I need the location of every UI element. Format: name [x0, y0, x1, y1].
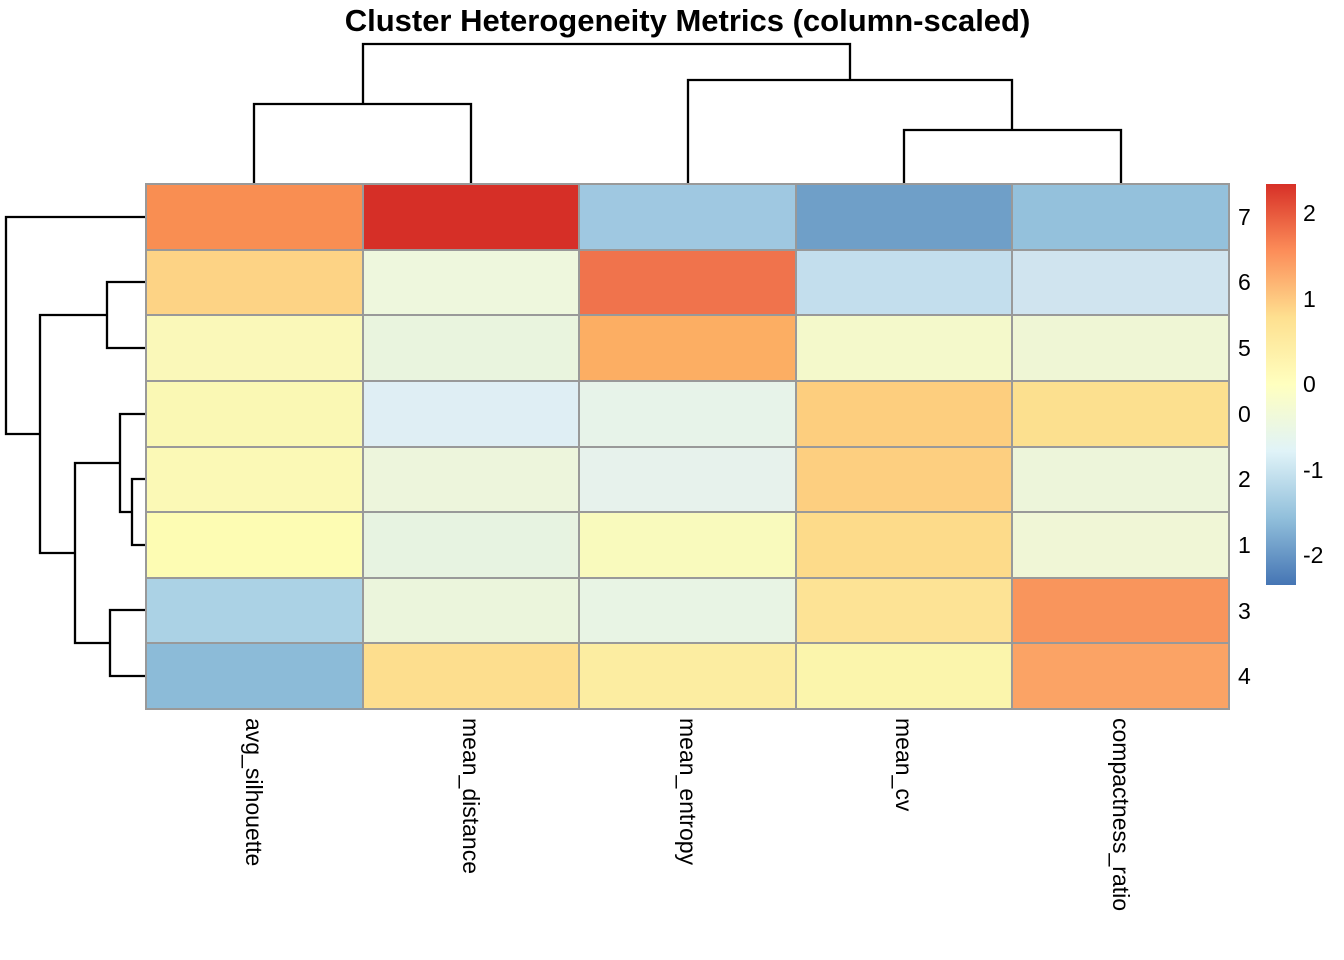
heatmap-cell [147, 644, 362, 708]
row-label: 2 [1238, 466, 1251, 493]
heatmap-cell [147, 250, 362, 315]
legend-tick-label: 2 [1303, 200, 1316, 226]
heatmap-cell [147, 381, 362, 446]
heatmap-cell [1013, 316, 1228, 380]
row-label: 7 [1238, 203, 1251, 230]
heatmap-cell [796, 513, 1012, 577]
heatmap-cell [363, 381, 579, 446]
heatmap-cell [580, 316, 795, 380]
heatmap-cell [363, 644, 579, 708]
legend-tick-label: -2 [1303, 542, 1324, 568]
heatmap-cell [580, 513, 795, 577]
column-label: avg_silhouette [241, 718, 268, 867]
heatmap-cell [147, 447, 362, 512]
column-label: mean_entropy [674, 718, 701, 866]
row-label: 4 [1238, 663, 1251, 690]
heatmap-cell [580, 578, 795, 643]
legend-tick-label: 0 [1303, 371, 1316, 397]
heatmap-cell [796, 578, 1012, 643]
heatmap-cell [1013, 185, 1228, 249]
heatmap-cell [1013, 578, 1228, 643]
heatmap-cell [147, 513, 362, 577]
row-label: 3 [1238, 597, 1251, 624]
heatmap-cell [363, 316, 579, 380]
row-label: 0 [1238, 400, 1251, 427]
heatmap-cell [796, 644, 1012, 708]
heatmap-grid [145, 183, 1230, 710]
heatmap-cell [363, 447, 579, 512]
heatmap-cell [147, 316, 362, 380]
heatmap-cell [147, 578, 362, 643]
row-label: 5 [1238, 335, 1251, 362]
heatmap-cell [363, 185, 579, 249]
heatmap-cell [580, 381, 795, 446]
heatmap-cell [580, 185, 795, 249]
heatmap-cell [796, 381, 1012, 446]
heatmap-cell [1013, 513, 1228, 577]
row-label: 6 [1238, 269, 1251, 296]
heatmap-cell [363, 250, 579, 315]
heatmap-cell [1013, 644, 1228, 708]
heatmap-cell [363, 578, 579, 643]
legend-gradient-bar [1266, 184, 1296, 585]
row-dendrogram [4, 215, 145, 678]
column-dendrogram [252, 42, 1123, 184]
heatmap-cell [796, 250, 1012, 315]
column-label: mean_distance [457, 718, 484, 874]
heatmap-cell [147, 185, 362, 249]
heatmap-cell [1013, 381, 1228, 446]
heatmap-cell [580, 644, 795, 708]
heatmap-cell [796, 447, 1012, 512]
heatmap-cell [363, 513, 579, 577]
legend-tick-label: 1 [1303, 285, 1316, 312]
column-label: mean_cv [891, 718, 918, 812]
column-label: compactness_ratio [1107, 718, 1134, 912]
row-label: 1 [1238, 531, 1251, 558]
chart-title: Cluster Heterogeneity Metrics (column-sc… [344, 3, 1031, 38]
heatmap-cell [796, 316, 1012, 380]
legend-tick-label: -1 [1303, 456, 1324, 483]
heatmap-cell [1013, 447, 1228, 512]
heatmap-cell [580, 250, 795, 315]
heatmap-cell [580, 447, 795, 512]
heatmap-cell [1013, 250, 1228, 315]
heatmap-cell [796, 185, 1012, 249]
